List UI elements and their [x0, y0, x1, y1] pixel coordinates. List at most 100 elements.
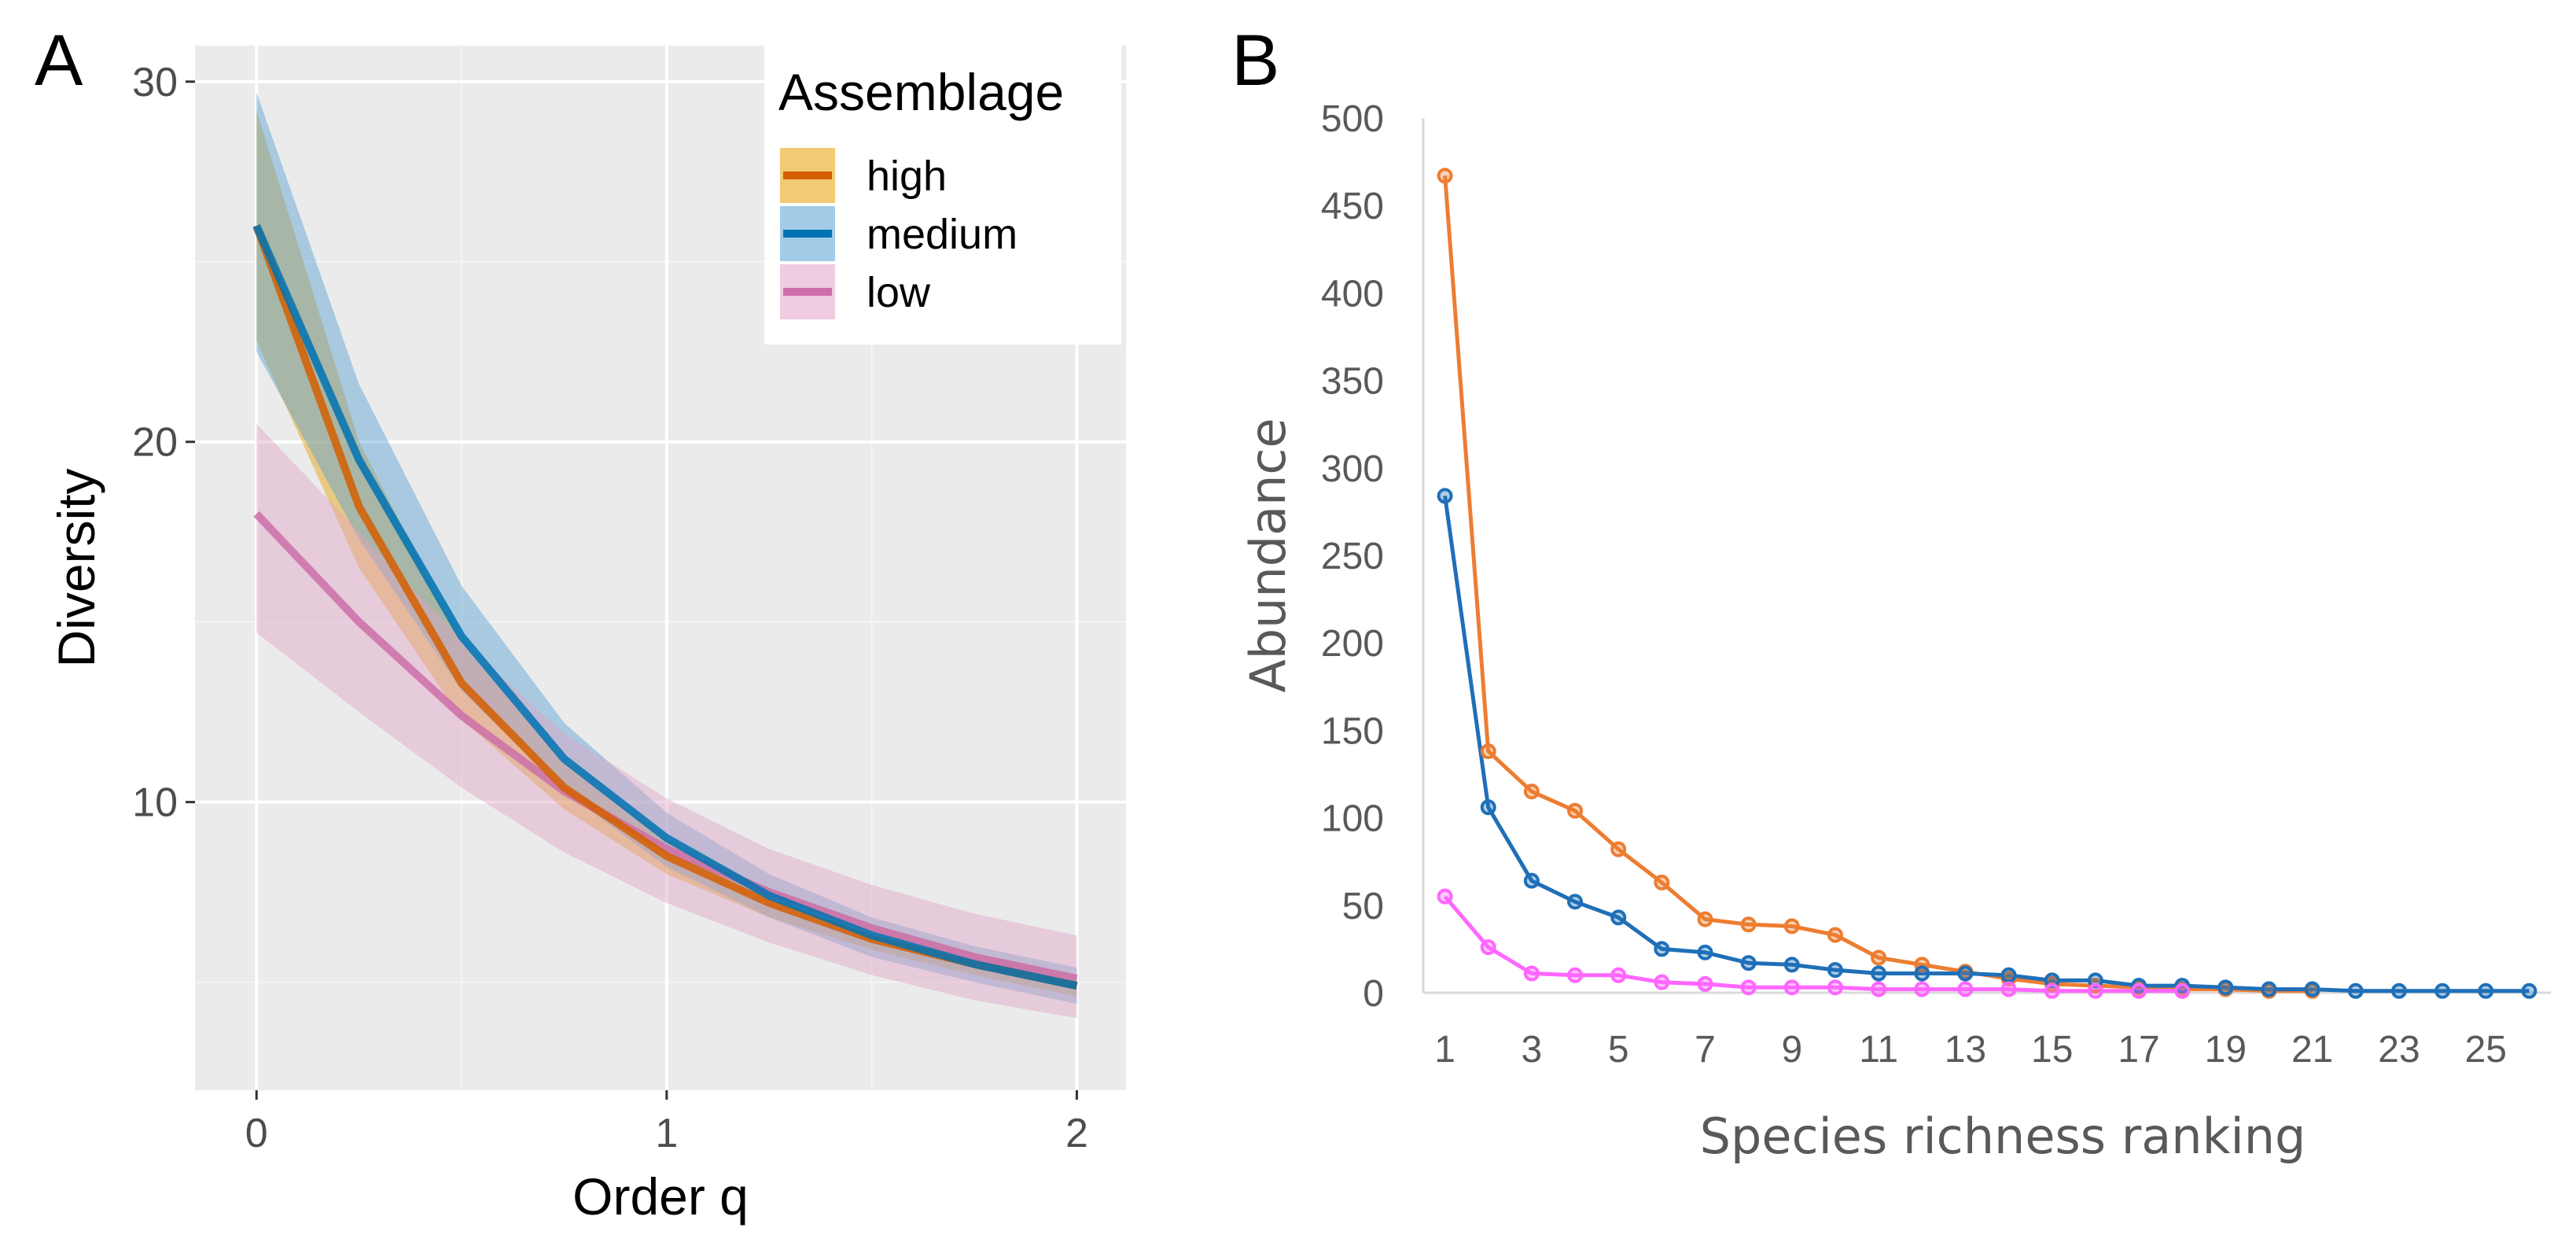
- panel-a-legend: Assemblage high medium low: [764, 46, 1121, 345]
- data-point-medium: [2521, 982, 2537, 999]
- data-point-low: [1914, 981, 1930, 997]
- data-point-high: [1697, 911, 1713, 927]
- panel-b-series-lines: [1443, 175, 2530, 993]
- data-point-low: [2087, 982, 2103, 999]
- panel-b-letter: B: [1231, 20, 1279, 101]
- panel-b-x-axis-title: Species richness ranking: [1700, 1108, 2306, 1165]
- y-tick-label: 250: [1321, 536, 1384, 577]
- x-tick-label: 0: [245, 1111, 268, 1156]
- data-point-high: [1654, 874, 1670, 890]
- legend-title: Assemblage: [778, 63, 1064, 121]
- x-tick-label: 1: [655, 1111, 678, 1156]
- data-point-low: [2044, 982, 2060, 999]
- x-tick-label: 5: [1608, 1029, 1629, 1071]
- x-tick-label: 2: [1065, 1111, 1088, 1156]
- data-point-medium: [1523, 872, 1540, 889]
- data-point-medium: [2217, 979, 2234, 996]
- data-point-medium: [1957, 965, 1974, 982]
- data-point-medium: [1654, 941, 1670, 957]
- x-tick-label: 9: [1781, 1029, 1802, 1071]
- series-line-medium: [1443, 496, 2530, 993]
- x-tick-label: 15: [2031, 1029, 2073, 1071]
- x-tick-label: 11: [1859, 1029, 1898, 1071]
- panel-a-x-axis-title: Order q: [572, 1167, 749, 1226]
- y-tick-label: 200: [1321, 623, 1384, 665]
- data-point-low: [1610, 967, 1627, 983]
- data-point-high: [1523, 783, 1540, 800]
- panel-b-axes: [1422, 118, 2551, 994]
- x-tick-label: 13: [1945, 1029, 1986, 1071]
- data-point-medium: [2304, 981, 2320, 997]
- data-point-medium: [1610, 909, 1627, 926]
- x-tick-label: 21: [2291, 1029, 2333, 1071]
- data-point-medium: [1480, 799, 1496, 816]
- x-tick-label: 19: [2205, 1029, 2247, 1071]
- data-point-high: [1610, 841, 1627, 857]
- series-line-low: [1443, 895, 2183, 993]
- data-point-low: [1697, 975, 1713, 992]
- data-point-low: [2131, 982, 2147, 999]
- y-tick-label: 500: [1321, 98, 1384, 140]
- y-tick-label: 350: [1321, 361, 1384, 403]
- data-point-medium: [1740, 955, 1757, 971]
- data-point-low: [2174, 982, 2191, 999]
- data-point-high: [1480, 743, 1496, 760]
- data-point-low: [1827, 979, 1843, 996]
- data-point-low: [1437, 888, 1453, 905]
- data-point-low: [1480, 939, 1496, 956]
- data-point-medium: [1437, 488, 1453, 504]
- y-tick-label: 0: [1363, 973, 1384, 1015]
- data-point-medium: [2434, 982, 2451, 999]
- y-tick-label: 150: [1321, 710, 1384, 752]
- x-tick-label: 3: [1522, 1029, 1543, 1071]
- y-tick-label: 450: [1321, 186, 1384, 227]
- panel-a-ticks: 0 1 2 10 20 30: [132, 60, 1088, 1156]
- legend-label-high: high: [867, 153, 947, 200]
- legend-label-medium: medium: [867, 211, 1018, 258]
- data-point-medium: [2478, 982, 2494, 999]
- data-point-high: [1871, 949, 1887, 966]
- x-tick-label: 25: [2465, 1029, 2507, 1071]
- panel-a: A 0 1 2 10 20 30 Order q Diversity Assemblage…: [35, 20, 1126, 1226]
- data-point-medium: [1567, 894, 1584, 910]
- data-point-medium: [2087, 972, 2103, 989]
- y-tick-label: 10: [132, 780, 178, 826]
- data-point-medium: [2390, 982, 2407, 999]
- data-point-medium: [1697, 944, 1713, 960]
- data-point-low: [1567, 967, 1584, 983]
- data-point-low: [1740, 979, 1757, 996]
- data-point-high: [1437, 168, 1453, 184]
- series-line-low: [253, 511, 1078, 982]
- series-line-medium: [252, 223, 1078, 990]
- data-point-high: [1827, 927, 1843, 943]
- y-tick-label: 20: [132, 420, 178, 466]
- data-point-medium: [2347, 982, 2364, 999]
- data-point-high: [1567, 802, 1584, 819]
- panel-b-y-axis-title: Abundance: [1239, 418, 1297, 692]
- x-tick-label: 23: [2378, 1029, 2420, 1071]
- data-point-low: [2000, 981, 2017, 997]
- data-point-medium: [1914, 965, 1930, 982]
- data-point-medium: [1827, 962, 1843, 979]
- legend-label-low: low: [867, 269, 931, 316]
- data-point-low: [1957, 981, 1974, 997]
- x-tick-label: 1: [1434, 1029, 1455, 1071]
- y-tick-label: 50: [1342, 886, 1384, 927]
- data-point-high: [1783, 918, 1800, 934]
- panel-a-y-axis-title: Diversity: [47, 468, 105, 667]
- panel-a-series-lines: [252, 223, 1078, 990]
- data-point-medium: [2044, 972, 2060, 989]
- panel-b-markers: [1437, 168, 2537, 999]
- x-tick-label: 7: [1695, 1029, 1716, 1071]
- data-point-low: [1871, 981, 1887, 997]
- confidence-band-medium: [256, 92, 1077, 1004]
- data-point-low: [1654, 974, 1670, 990]
- series-line-high: [1443, 175, 2313, 993]
- y-tick-label: 30: [132, 60, 178, 105]
- y-tick-label: 300: [1321, 448, 1384, 490]
- y-tick-label: 100: [1321, 798, 1384, 840]
- data-point-medium: [2000, 967, 2017, 983]
